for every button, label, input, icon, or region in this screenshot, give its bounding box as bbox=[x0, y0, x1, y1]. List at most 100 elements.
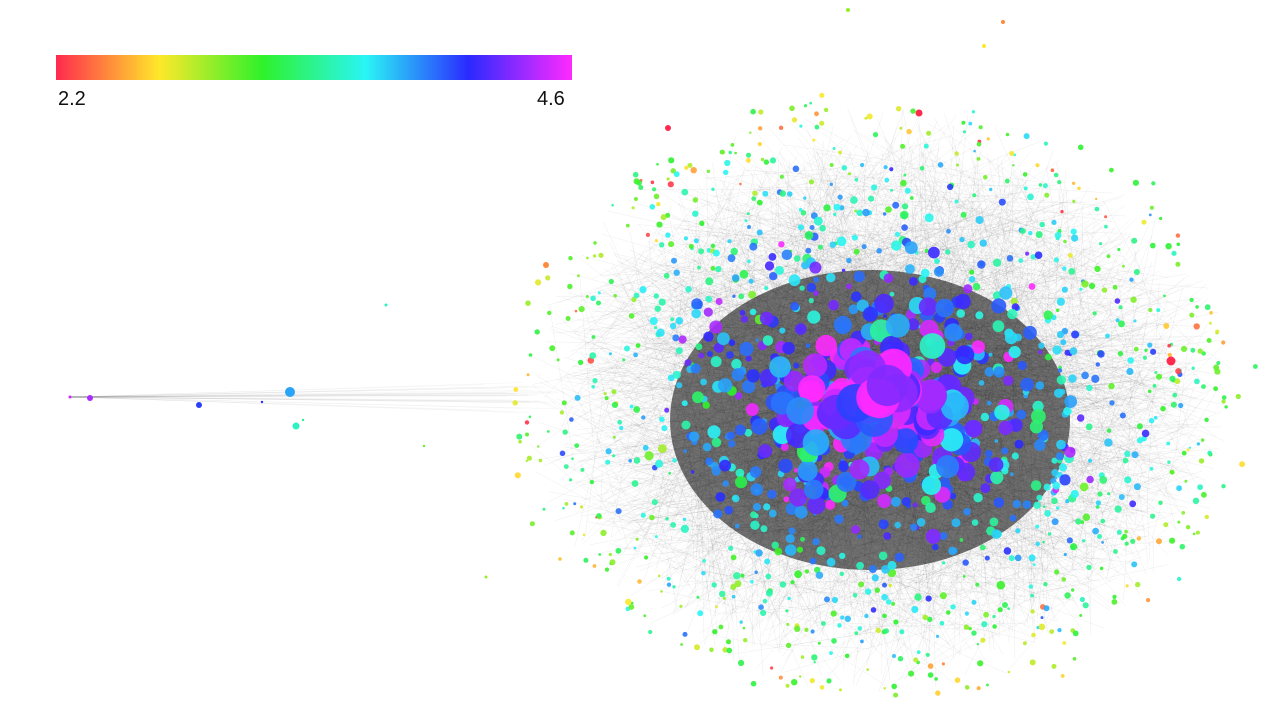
graph-node bbox=[1221, 395, 1227, 400]
graph-node bbox=[798, 207, 803, 212]
graph-node bbox=[854, 209, 858, 213]
graph-node bbox=[667, 181, 674, 188]
graph-node bbox=[889, 167, 894, 172]
graph-node bbox=[713, 509, 723, 519]
graph-node bbox=[797, 224, 804, 231]
graph-node bbox=[692, 391, 704, 404]
graph-node bbox=[681, 188, 689, 196]
graph-node bbox=[692, 197, 698, 203]
graph-node bbox=[1201, 438, 1205, 442]
graph-node bbox=[882, 613, 887, 619]
graph-node bbox=[963, 507, 971, 516]
graph-node bbox=[1118, 305, 1123, 310]
graph-node bbox=[561, 400, 567, 406]
graph-node bbox=[1108, 382, 1115, 390]
graph-node bbox=[1152, 384, 1157, 388]
graph-node bbox=[1082, 513, 1091, 521]
graph-node bbox=[990, 470, 1004, 485]
graph-node bbox=[1095, 362, 1101, 367]
graph-node bbox=[1136, 536, 1142, 541]
graph-node bbox=[983, 175, 988, 180]
graph-node bbox=[935, 690, 941, 696]
graph-node bbox=[946, 228, 951, 234]
graph-node bbox=[1071, 181, 1076, 185]
graph-node bbox=[959, 236, 965, 243]
graph-node bbox=[892, 654, 896, 658]
graph-node bbox=[1089, 282, 1096, 290]
graph-node bbox=[804, 627, 809, 633]
graph-node bbox=[549, 345, 556, 352]
graph-node bbox=[1062, 641, 1067, 645]
graph-node bbox=[691, 298, 703, 310]
graph-node bbox=[945, 249, 951, 255]
graph-node bbox=[793, 362, 800, 369]
graph-node bbox=[727, 431, 736, 440]
graph-node bbox=[1124, 450, 1131, 457]
graph-node bbox=[922, 614, 928, 621]
graph-node bbox=[748, 290, 756, 299]
graph-node bbox=[585, 295, 589, 298]
graph-node bbox=[1101, 287, 1108, 293]
graph-node bbox=[961, 120, 966, 125]
graph-node bbox=[760, 157, 765, 162]
graph-node bbox=[1022, 500, 1032, 509]
graph-node bbox=[844, 653, 850, 659]
graph-node bbox=[866, 113, 873, 120]
graph-node bbox=[609, 559, 616, 566]
graph-node bbox=[68, 395, 72, 399]
graph-node bbox=[644, 451, 654, 461]
graph-node bbox=[764, 261, 775, 271]
graph-node bbox=[684, 165, 689, 170]
graph-node bbox=[833, 203, 841, 211]
graph-node bbox=[794, 468, 799, 473]
graph-node bbox=[895, 106, 902, 112]
graph-node bbox=[690, 167, 697, 174]
graph-node bbox=[1163, 522, 1169, 528]
graph-node bbox=[954, 677, 961, 683]
graph-node bbox=[992, 614, 996, 619]
graph-node bbox=[814, 124, 820, 130]
graph-node bbox=[976, 686, 981, 691]
graph-node bbox=[864, 588, 872, 595]
graph-node bbox=[659, 242, 665, 248]
graph-node bbox=[785, 683, 790, 688]
graph-node bbox=[841, 499, 849, 507]
graph-node bbox=[598, 553, 602, 556]
graph-node bbox=[1013, 153, 1017, 157]
graph-node bbox=[923, 287, 937, 301]
graph-node bbox=[713, 342, 725, 353]
graph-node bbox=[954, 199, 959, 204]
graph-node bbox=[860, 162, 865, 168]
graph-node bbox=[1091, 374, 1100, 383]
graph-node bbox=[779, 327, 786, 334]
graph-node bbox=[1009, 151, 1015, 156]
graph-node bbox=[579, 505, 584, 509]
graph-node bbox=[735, 468, 745, 478]
graph-node bbox=[739, 341, 754, 357]
graph-node bbox=[814, 566, 821, 574]
graph-node bbox=[605, 459, 611, 465]
graph-node bbox=[1064, 446, 1076, 458]
graph-node bbox=[936, 455, 960, 479]
graph-node bbox=[750, 520, 760, 530]
graph-node bbox=[916, 518, 926, 527]
graph-node bbox=[688, 243, 694, 249]
graph-node bbox=[1176, 485, 1182, 492]
graph-node bbox=[631, 296, 637, 303]
graph-node bbox=[680, 524, 690, 534]
graph-node bbox=[671, 257, 677, 264]
graph-node bbox=[1196, 442, 1201, 446]
graph-node bbox=[785, 534, 795, 544]
graph-node bbox=[654, 535, 658, 539]
graph-node bbox=[831, 596, 839, 604]
graph-node bbox=[734, 580, 742, 588]
graph-node bbox=[1063, 552, 1067, 557]
graph-node bbox=[849, 459, 870, 480]
graph-node bbox=[1055, 308, 1060, 313]
graph-node bbox=[728, 440, 736, 448]
graph-node bbox=[1086, 475, 1094, 484]
graph-node bbox=[819, 92, 825, 98]
graph-node bbox=[973, 149, 976, 153]
graph-node bbox=[964, 685, 970, 690]
graph-node bbox=[993, 497, 1005, 508]
